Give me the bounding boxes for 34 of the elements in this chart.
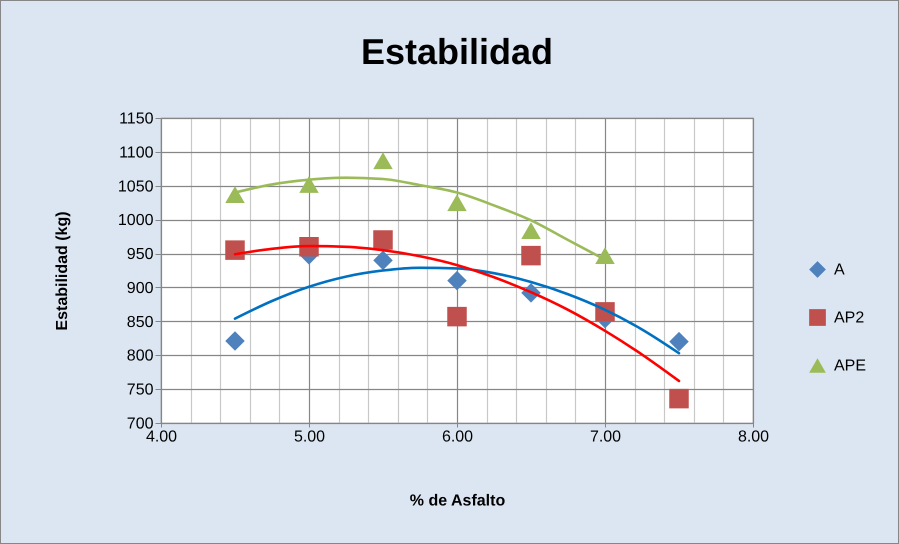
point: [225, 331, 245, 351]
y-tick-label: 1150: [119, 110, 154, 128]
point: [447, 194, 467, 212]
chart-title: Estabilidad: [360, 31, 554, 72]
legend-label: APE: [834, 358, 866, 374]
y-tick-label: 900: [126, 280, 154, 297]
point: [225, 240, 245, 260]
point: [373, 152, 393, 170]
point: [373, 250, 393, 270]
point: [447, 270, 467, 290]
y-tick-label: 850: [126, 314, 154, 331]
y-tick-label: 1000: [118, 212, 154, 230]
point: [299, 176, 319, 193]
point: [669, 332, 689, 352]
y-tick-label: 1050: [118, 178, 154, 196]
y-tick-label: 800: [126, 348, 154, 365]
x-tick-label: 5.00: [294, 428, 326, 446]
x-tick-label: 8.00: [738, 428, 770, 446]
point: [521, 246, 541, 266]
legend-label: AP2: [834, 310, 864, 326]
point: [521, 222, 541, 239]
y-tick-label: 950: [126, 246, 154, 264]
x-tick-label: 4.00: [146, 428, 178, 446]
point: [669, 388, 689, 408]
legend-label: A: [834, 262, 845, 278]
x-tick-label: 7.00: [590, 428, 622, 446]
point: [225, 186, 245, 204]
y-tick-label: 750: [126, 382, 154, 399]
y-axis-title: Estabilidad (kg): [54, 211, 71, 331]
x-tick-label: 6.00: [442, 428, 474, 446]
point: [447, 306, 467, 326]
point: [373, 230, 393, 250]
x-axis-title: % de Asfalto: [410, 492, 506, 510]
y-tick-label: 1100: [119, 144, 154, 162]
